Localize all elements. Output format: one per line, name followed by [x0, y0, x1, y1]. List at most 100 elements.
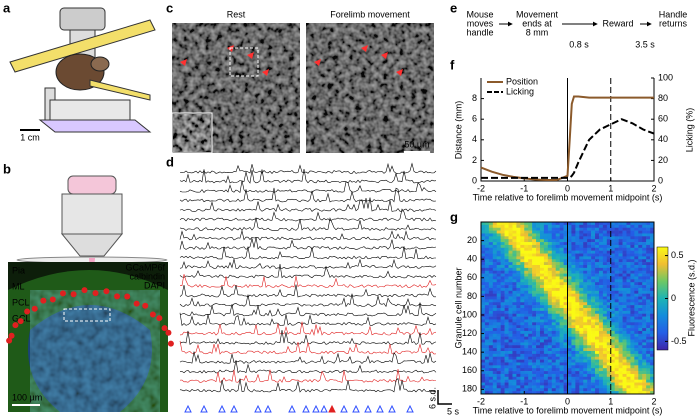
activity-trace — [179, 302, 437, 317]
heatmap-cell — [606, 273, 612, 277]
heatmap-cell — [492, 233, 498, 237]
heatmap-cell — [598, 328, 604, 332]
stain-label: DAPI — [144, 280, 165, 290]
heatmap-cell — [500, 328, 505, 332]
heatmap-cell — [622, 379, 627, 383]
heatmap-cell — [516, 333, 521, 337]
heatmap-cell — [528, 328, 533, 332]
heatmap-cell — [595, 244, 600, 249]
colorbar-tick-label: 0 — [671, 293, 676, 303]
heatmap-cell — [598, 256, 604, 260]
heatmap-cell — [500, 308, 505, 312]
heatmap-cell — [492, 356, 498, 360]
heatmap-cell — [516, 388, 521, 392]
heatmap-cell — [524, 222, 529, 226]
heatmap-cell — [630, 236, 635, 240]
heatmap-cell — [512, 365, 517, 369]
heatmap-cell — [614, 388, 619, 392]
heatmap-cell — [595, 348, 600, 352]
heatmap-cell — [630, 253, 635, 257]
heatmap-cell — [516, 250, 521, 254]
heatmap-cell — [575, 282, 580, 286]
heatmap-cell — [614, 305, 619, 309]
heatmap-cell — [571, 282, 576, 286]
heatmap-cell — [524, 224, 529, 229]
heatmap-cell — [532, 333, 537, 337]
colorbar-tick-label: 0.5 — [671, 250, 684, 260]
heatmap-cell — [606, 242, 612, 246]
colorbar-title: Fluorescence (s.d.) — [686, 259, 696, 336]
heatmap-cell — [610, 316, 615, 320]
heatmap-cell — [504, 362, 509, 366]
heatmap-cell — [500, 385, 505, 389]
heatmap-cell — [567, 385, 572, 389]
heatmap-cell — [638, 247, 643, 251]
heatmap-cell — [520, 359, 525, 363]
heatmap-cell — [481, 250, 486, 254]
heatmap-cell — [614, 365, 619, 369]
heatmap-cell — [563, 359, 568, 363]
heatmap-cell — [504, 391, 509, 395]
heatmap-cell — [650, 244, 655, 249]
heatmap-cell — [622, 233, 627, 237]
heatmap-cell — [598, 356, 604, 360]
heatmap-cell — [559, 233, 564, 237]
heatmap-cell — [598, 345, 604, 349]
heatmap-cell — [536, 247, 541, 251]
heatmap-cell — [563, 348, 568, 352]
heatmap-cell — [642, 322, 647, 326]
heatmap-cell — [520, 267, 525, 272]
heatmap-cell — [543, 273, 549, 277]
heatmap-cell — [579, 328, 584, 332]
heatmap-cell — [634, 339, 639, 343]
heatmap-cell — [646, 319, 651, 323]
heatmap-cell — [622, 287, 627, 292]
heatmap-cell — [646, 342, 651, 346]
heatmap-cell — [630, 356, 635, 360]
heatmap-cell — [630, 351, 635, 355]
y-tick-label: 140 — [462, 347, 477, 357]
heatmap-cell — [622, 247, 627, 251]
heatmap-cell — [634, 293, 639, 297]
heatmap-cell — [504, 322, 509, 326]
heatmap-cell — [575, 336, 580, 340]
heatmap-cell — [575, 345, 580, 349]
heatmap-cell — [622, 330, 627, 335]
heatmap-cell — [481, 368, 486, 372]
heatmap-cell — [520, 290, 525, 294]
heatmap-cell — [598, 224, 604, 229]
heatmap-cell — [583, 305, 588, 309]
heatmap-cell — [532, 348, 537, 352]
heatmap-cell — [496, 348, 501, 352]
heatmap-cell — [583, 270, 588, 274]
scale-bar-label: 6 s.d. — [427, 387, 437, 409]
heatmap-cell — [547, 233, 553, 237]
heatmap-cell — [606, 339, 612, 343]
heatmap-cell — [626, 342, 631, 346]
heatmap-cell — [622, 353, 627, 358]
heatmap-cell — [650, 265, 655, 269]
heatmap-cell — [618, 348, 623, 352]
heatmap-cell — [563, 376, 568, 380]
heatmap-cell — [492, 325, 498, 329]
heatmap-cell — [646, 299, 651, 303]
heatmap-cell — [508, 287, 513, 292]
heatmap-cell — [504, 253, 509, 257]
heatmap-cell — [551, 356, 557, 360]
heatmap-cell — [492, 310, 498, 315]
heatmap-cell — [539, 302, 545, 306]
heatmap-cell — [484, 379, 490, 383]
heatmap-cell — [528, 348, 533, 352]
heatmap-cell — [610, 270, 615, 274]
heatmap-cell — [520, 279, 525, 283]
heatmap-cell — [524, 382, 529, 386]
heatmap-cell — [634, 362, 639, 366]
heatmap-cell — [563, 382, 568, 386]
heatmap-cell — [610, 242, 615, 246]
heatmap-cell — [598, 270, 604, 274]
heatmap-cell — [579, 253, 584, 257]
heatmap-cell — [512, 285, 517, 289]
heatmap-cell — [595, 353, 600, 358]
heatmap-cell — [484, 330, 490, 335]
heatmap-cell — [563, 302, 568, 306]
